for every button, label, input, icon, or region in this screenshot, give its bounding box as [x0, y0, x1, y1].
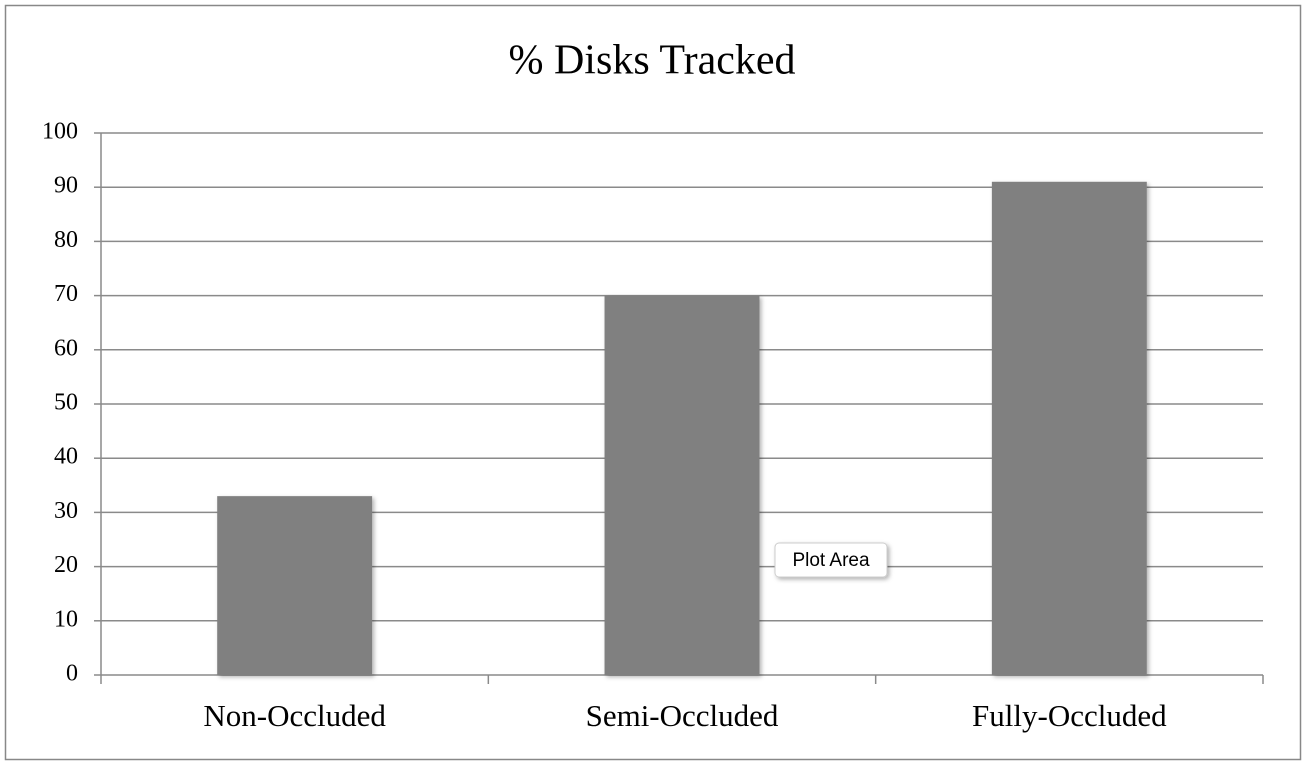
x-tick-label: Semi-Occluded — [586, 698, 779, 733]
y-tick-label: 100 — [42, 119, 78, 145]
y-tick-label: 60 — [54, 335, 78, 361]
tooltip: Plot Area — [792, 550, 870, 571]
chart-title: % Disks Tracked — [508, 38, 795, 84]
y-tick-label: 0 — [66, 661, 78, 687]
y-tick-label: 70 — [54, 281, 78, 307]
y-tick-label: 10 — [54, 606, 78, 632]
bar — [991, 181, 1147, 675]
bar — [604, 295, 760, 675]
y-tick-label: 40 — [54, 444, 78, 470]
tooltip-box — [774, 542, 888, 578]
x-tick-label: Fully-Occluded — [972, 698, 1167, 733]
y-tick-label: 30 — [54, 498, 78, 524]
y-tick-label: 50 — [54, 390, 78, 416]
bar — [217, 496, 373, 675]
x-tick-label: Non-Occluded — [203, 698, 386, 733]
y-tick-label: 20 — [54, 552, 78, 578]
y-tick-label: 80 — [54, 227, 78, 253]
y-tick-label: 90 — [54, 173, 78, 199]
